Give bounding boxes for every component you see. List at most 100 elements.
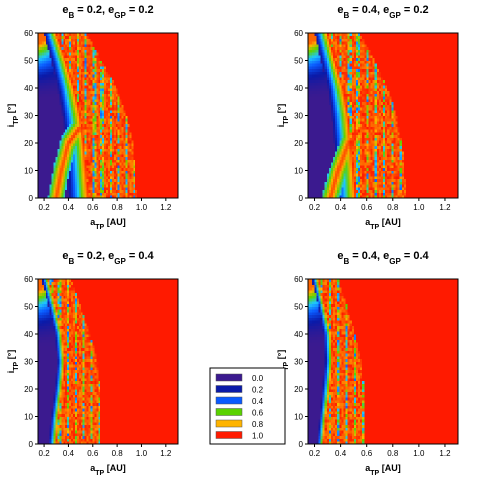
heatmap-cell bbox=[150, 104, 154, 108]
heatmap-cell bbox=[449, 184, 453, 188]
heatmap-cell bbox=[174, 71, 177, 75]
heatmap-cell bbox=[146, 99, 150, 103]
heatmap-cell bbox=[156, 55, 159, 59]
heatmap-cell bbox=[154, 74, 157, 78]
heatmap-cell bbox=[378, 178, 382, 182]
heatmap-cell bbox=[160, 63, 163, 67]
heatmap-cell bbox=[127, 96, 130, 100]
heatmap-cell bbox=[39, 189, 43, 193]
heatmap-cell bbox=[318, 173, 321, 177]
heatmap-cell bbox=[162, 156, 165, 160]
heatmap-cell bbox=[41, 93, 45, 97]
heatmap-cell bbox=[82, 143, 85, 147]
heatmap-cell bbox=[170, 189, 173, 193]
heatmap-cell bbox=[94, 101, 97, 105]
title-text: = 0.2 bbox=[126, 4, 154, 16]
heatmap-cell bbox=[174, 74, 177, 78]
heatmap-cell bbox=[61, 192, 64, 196]
heatmap-cell bbox=[49, 159, 52, 163]
heatmap-cell bbox=[174, 118, 177, 122]
heatmap-cell bbox=[141, 159, 144, 163]
heatmap-cell bbox=[43, 35, 47, 39]
heatmap-cell bbox=[121, 159, 124, 163]
heatmap-cell bbox=[78, 176, 82, 180]
heatmap-cell bbox=[88, 82, 91, 86]
heatmap-cell bbox=[393, 173, 396, 177]
heatmap-cell bbox=[104, 132, 107, 136]
heatmap-cell bbox=[90, 33, 93, 37]
heatmap-cell bbox=[117, 104, 120, 108]
heatmap-cell bbox=[443, 195, 446, 199]
heatmap-cell bbox=[100, 145, 103, 149]
heatmap-cell bbox=[131, 192, 134, 196]
heatmap-cell bbox=[84, 49, 87, 53]
heatmap-cell bbox=[162, 52, 165, 56]
heatmap-cell bbox=[57, 159, 60, 163]
heatmap-cell bbox=[119, 132, 122, 136]
heatmap-cell bbox=[88, 189, 91, 193]
heatmap-cell bbox=[51, 123, 54, 127]
heatmap-cell bbox=[131, 154, 134, 158]
heatmap-cell bbox=[61, 82, 64, 86]
heatmap-cell bbox=[133, 77, 136, 81]
heatmap-cell bbox=[378, 184, 382, 188]
heatmap-cell bbox=[71, 85, 74, 89]
heatmap-cell bbox=[164, 132, 167, 136]
heatmap-cell bbox=[73, 137, 76, 141]
heatmap-cell bbox=[78, 195, 82, 199]
heatmap-cell bbox=[100, 107, 103, 111]
title-subscript: GP bbox=[114, 11, 126, 20]
heatmap-cell bbox=[143, 52, 146, 56]
heatmap-cell bbox=[154, 41, 157, 45]
heatmap-cell bbox=[49, 192, 52, 196]
heatmap-cell bbox=[76, 46, 80, 50]
heatmap-cell bbox=[443, 176, 446, 180]
heatmap-cell bbox=[150, 134, 154, 138]
heatmap-cell bbox=[41, 82, 45, 86]
heatmap-cell bbox=[41, 195, 45, 199]
heatmap-cell bbox=[123, 173, 126, 177]
heatmap-cell bbox=[133, 181, 136, 185]
heatmap-cell bbox=[162, 184, 165, 188]
heatmap-cell bbox=[133, 52, 136, 56]
heatmap-cell bbox=[98, 57, 101, 61]
heatmap-cell bbox=[86, 162, 89, 166]
heatmap-cell bbox=[403, 181, 407, 185]
heatmap-cell bbox=[86, 137, 89, 141]
heatmap-cell bbox=[150, 57, 154, 61]
heatmap-cell bbox=[162, 79, 165, 83]
heatmap-cell bbox=[90, 90, 93, 94]
heatmap-cell bbox=[102, 118, 105, 122]
heatmap-cell bbox=[115, 60, 119, 64]
heatmap-cell bbox=[108, 195, 111, 199]
heatmap-cell bbox=[38, 189, 41, 193]
heatmap-cell bbox=[164, 162, 167, 166]
heatmap-cell bbox=[90, 176, 93, 180]
title-text: = 0.2, e bbox=[74, 4, 114, 16]
heatmap-cell bbox=[395, 181, 398, 185]
heatmap-cell bbox=[172, 170, 175, 174]
heatmap-cell bbox=[133, 134, 136, 138]
heatmap-cell bbox=[78, 33, 82, 37]
heatmap-cell bbox=[47, 77, 50, 81]
heatmap-cell bbox=[82, 60, 85, 64]
heatmap-cell bbox=[135, 46, 138, 50]
heatmap-cell bbox=[164, 173, 167, 177]
heatmap-cell bbox=[449, 192, 453, 196]
heatmap-cell bbox=[73, 121, 76, 125]
heatmap-cell bbox=[63, 90, 66, 94]
heatmap-cell bbox=[53, 156, 56, 160]
heatmap-cell bbox=[106, 35, 109, 39]
heatmap-cell bbox=[166, 52, 169, 56]
heatmap-cell bbox=[152, 154, 155, 158]
heatmap-cell bbox=[90, 189, 93, 193]
heatmap-cell bbox=[61, 74, 64, 78]
heatmap-cell bbox=[393, 184, 396, 188]
heatmap-cell bbox=[170, 77, 173, 81]
heatmap-cell bbox=[131, 96, 134, 100]
heatmap-cell bbox=[104, 176, 107, 180]
heatmap-cell bbox=[162, 88, 165, 92]
heatmap-cell bbox=[80, 170, 84, 174]
heatmap-cell bbox=[141, 145, 144, 149]
heatmap-cell bbox=[174, 90, 177, 94]
